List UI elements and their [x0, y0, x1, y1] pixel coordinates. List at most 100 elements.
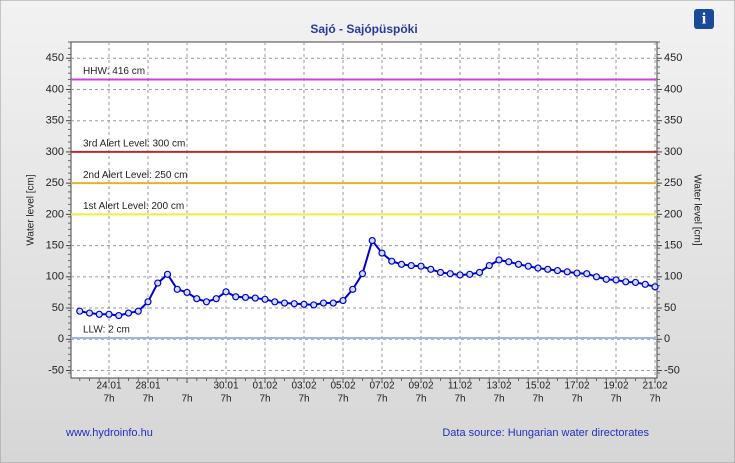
- point: [319, 299, 328, 307]
- x-tick-label: 24.01: [96, 381, 121, 392]
- footer-link[interactable]: www.hydroinfo.hu: [65, 427, 153, 439]
- y2-tick-label: 200: [664, 208, 682, 220]
- x-tick-hour: 7h: [103, 394, 114, 405]
- y2-tick-label: 350: [664, 115, 682, 127]
- point: [573, 269, 581, 277]
- point: [641, 280, 649, 288]
- plot-area: [70, 41, 658, 379]
- point: [495, 256, 503, 264]
- point: [280, 299, 289, 307]
- x-tick-hour: 7h: [259, 394, 270, 405]
- point: [622, 278, 630, 286]
- point: [193, 295, 201, 303]
- point: [446, 270, 454, 278]
- point: [115, 311, 123, 320]
- x-tick-label: 01.02: [252, 381, 277, 392]
- point: [417, 262, 425, 270]
- point: [368, 237, 376, 245]
- x-tick-hour: 7h: [298, 394, 309, 405]
- point: [76, 307, 84, 315]
- x-tick-label: 30.01: [213, 381, 238, 392]
- y-tick-label: 450: [46, 52, 64, 64]
- x-tick-hour: 7h: [454, 394, 465, 405]
- y2-tick-label: 50: [664, 302, 676, 314]
- x-tick-hour: 7h: [142, 394, 153, 405]
- level-label: HHW: 416 cm: [83, 66, 145, 77]
- y-tick-label: 350: [46, 115, 64, 127]
- point: [85, 309, 94, 317]
- plot-layer: -50 -50 0 0 50 50 100 100 150 150 200 200 250 250 300 3…: [46, 41, 682, 405]
- footer-source: Data source: Hungarian water directorate…: [442, 427, 649, 439]
- point: [154, 279, 162, 287]
- point: [329, 299, 337, 307]
- y-tick-label: 200: [46, 208, 64, 220]
- x-tick-hour: 7h: [532, 394, 543, 405]
- x-tick-hour: 7h: [415, 394, 426, 405]
- x-tick-hour: 7h: [493, 394, 504, 405]
- point: [212, 295, 220, 303]
- point: [339, 296, 347, 305]
- point: [251, 294, 259, 302]
- y2-axis-label: Water level [cm]: [691, 174, 702, 246]
- point: [583, 270, 591, 278]
- y2-tick-label: 100: [664, 271, 682, 283]
- info-icon[interactable]: i: [694, 9, 714, 29]
- y-tick-label: 250: [46, 177, 64, 189]
- point: [397, 260, 406, 268]
- point: [436, 268, 445, 277]
- y2-tick-label: 450: [664, 52, 682, 64]
- y-tick-label: -50: [48, 364, 64, 376]
- y2-tick-label: -50: [664, 364, 680, 376]
- y-tick-label: 0: [58, 333, 64, 345]
- y-tick-label: 50: [52, 302, 64, 314]
- x-tick-hour: 7h: [181, 394, 192, 405]
- point: [95, 310, 103, 318]
- x-tick-label: 03.02: [291, 381, 316, 392]
- point: [261, 295, 269, 303]
- level-label: 1st Alert Level: 200 cm: [83, 201, 184, 212]
- x-tick-hour: 7h: [376, 394, 387, 405]
- point: [144, 298, 152, 306]
- x-tick-hour: 7h: [571, 394, 582, 405]
- point: [388, 257, 396, 265]
- point: [407, 261, 415, 270]
- point: [290, 300, 298, 308]
- point: [466, 270, 474, 278]
- point: [241, 293, 250, 302]
- level-label: 2nd Alert Level: 250 cm: [83, 170, 188, 181]
- point: [602, 275, 610, 283]
- point: [485, 261, 493, 270]
- point: [300, 300, 308, 308]
- point: [349, 285, 357, 293]
- point: [310, 301, 318, 309]
- point: [456, 271, 464, 279]
- point: [232, 293, 240, 301]
- point: [612, 276, 620, 284]
- x-tick-label: 13.02: [486, 381, 511, 392]
- point: [553, 266, 562, 275]
- point: [124, 309, 133, 317]
- point: [105, 310, 113, 318]
- level-label: 3rd Alert Level: 300 cm: [83, 139, 185, 150]
- point: [134, 307, 142, 315]
- point: [544, 265, 552, 273]
- point: [222, 288, 230, 296]
- x-tick-label: 05.02: [330, 381, 355, 392]
- y-tick-label: 150: [46, 240, 64, 252]
- point: [163, 270, 172, 278]
- x-tick-label: 11.02: [448, 381, 473, 392]
- point: [592, 273, 601, 281]
- chart-title: Sajó - Sajópüspöki: [310, 22, 417, 36]
- x-tick-label: 28.01: [135, 381, 160, 392]
- x-tick-label: 15.02: [525, 381, 550, 392]
- x-tick-hour: 7h: [220, 394, 231, 405]
- point: [202, 298, 211, 306]
- y2-tick-label: 150: [664, 240, 682, 252]
- point: [475, 268, 484, 277]
- svg-text:i: i: [702, 11, 707, 28]
- x-tick-label: 09.02: [408, 381, 433, 392]
- point: [534, 264, 542, 272]
- y-tick-label: 300: [46, 146, 64, 158]
